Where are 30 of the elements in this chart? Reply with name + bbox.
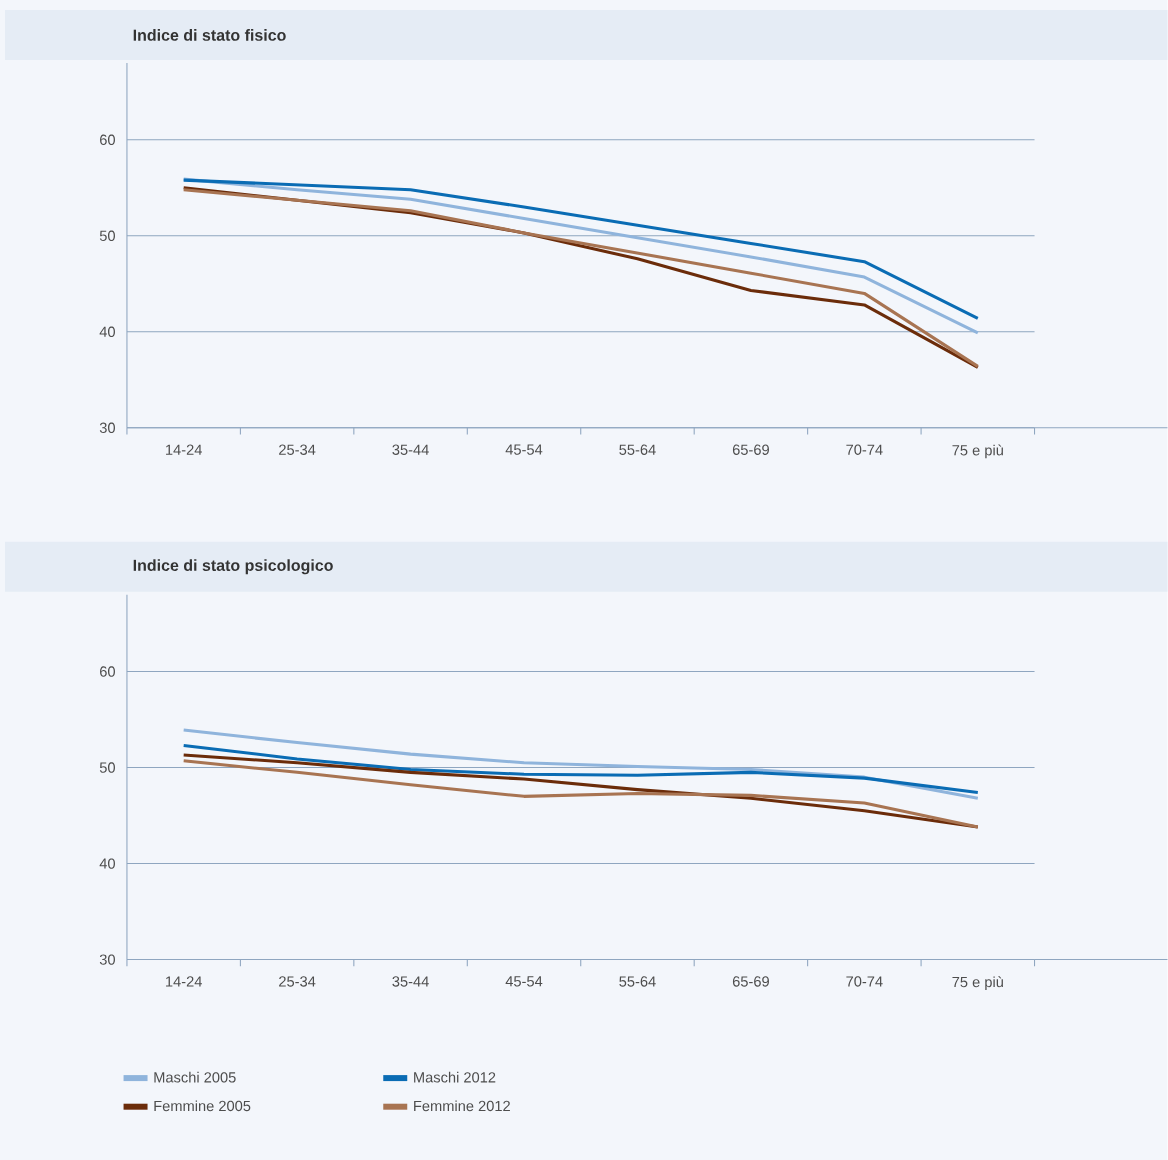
x-tick-label: 55-64 bbox=[619, 444, 656, 455]
y-tick-label: 50 bbox=[99, 762, 115, 773]
x-tick-label: 45-54 bbox=[505, 976, 543, 987]
legend-label: Maschi 2005 bbox=[154, 1071, 236, 1083]
legend-label: Femmine 2005 bbox=[154, 1100, 251, 1111]
chart-title: Indice di stato psicologico bbox=[133, 559, 333, 574]
x-tick-label: 35-44 bbox=[392, 976, 429, 987]
x-tick-label: 35-44 bbox=[392, 444, 429, 455]
x-tick-label: 65-69 bbox=[732, 444, 769, 455]
x-tick-label: 70-74 bbox=[846, 976, 883, 987]
y-tick-label: 40 bbox=[99, 858, 115, 869]
y-tick-label: 30 bbox=[99, 422, 115, 433]
x-tick-label: 25-34 bbox=[279, 976, 316, 987]
legend-label: Maschi 2012 bbox=[414, 1071, 496, 1083]
x-tick-label: 14-24 bbox=[166, 444, 202, 455]
y-tick-label: 60 bbox=[100, 134, 115, 145]
y-tick-label: 60 bbox=[100, 666, 115, 677]
x-tick-label: 25-34 bbox=[279, 444, 316, 455]
y-tick-label: 30 bbox=[99, 954, 115, 965]
x-tick-label: 75 e più bbox=[952, 444, 1003, 459]
chart-title: Indice di stato fisico bbox=[133, 28, 286, 41]
y-tick-label: 40 bbox=[99, 326, 115, 337]
x-tick-label: 14-24 bbox=[166, 976, 202, 987]
x-tick-label: 65-69 bbox=[732, 976, 769, 987]
x-tick-label: 45-54 bbox=[505, 444, 543, 455]
x-tick-label: 75 e più bbox=[952, 976, 1003, 990]
y-tick-label: 50 bbox=[99, 230, 115, 241]
x-tick-label: 55-64 bbox=[619, 976, 656, 987]
legend-label: Femmine 2012 bbox=[414, 1100, 510, 1111]
x-tick-label: 70-74 bbox=[846, 444, 883, 455]
